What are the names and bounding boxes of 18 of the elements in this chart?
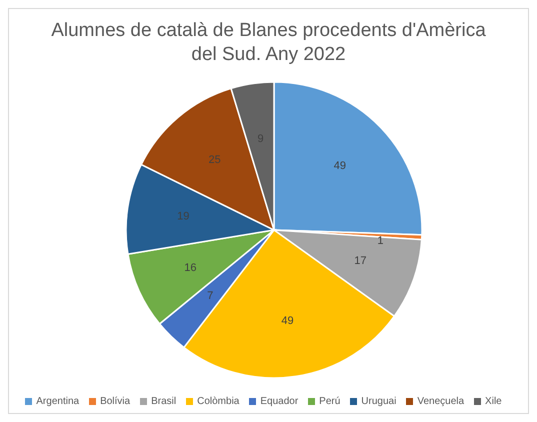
data-label: 16 — [184, 262, 197, 274]
chart-title: Alumnes de català de Blanes procedents d'Amèrica del Sud. Any 2022 — [50, 19, 487, 67]
legend-label: Uruguai — [361, 396, 396, 407]
data-label: 49 — [334, 160, 346, 172]
data-label: 25 — [208, 154, 221, 166]
legend-label: Perú — [319, 396, 340, 407]
legend-label: Colòmbia — [197, 396, 240, 407]
data-label: 19 — [177, 210, 190, 223]
legend-label: Bolívia — [100, 396, 130, 407]
data-label: 1 — [377, 235, 384, 248]
legend-label: Brasil — [151, 396, 176, 407]
data-label: 7 — [207, 290, 214, 302]
legend-label: Argentina — [36, 396, 80, 407]
legend-label: Veneçuela — [417, 396, 464, 407]
legend-label: Equador — [260, 396, 298, 407]
legend-label: Xile — [485, 396, 502, 407]
data-label: 49 — [281, 314, 294, 327]
data-label: 17 — [354, 254, 367, 267]
